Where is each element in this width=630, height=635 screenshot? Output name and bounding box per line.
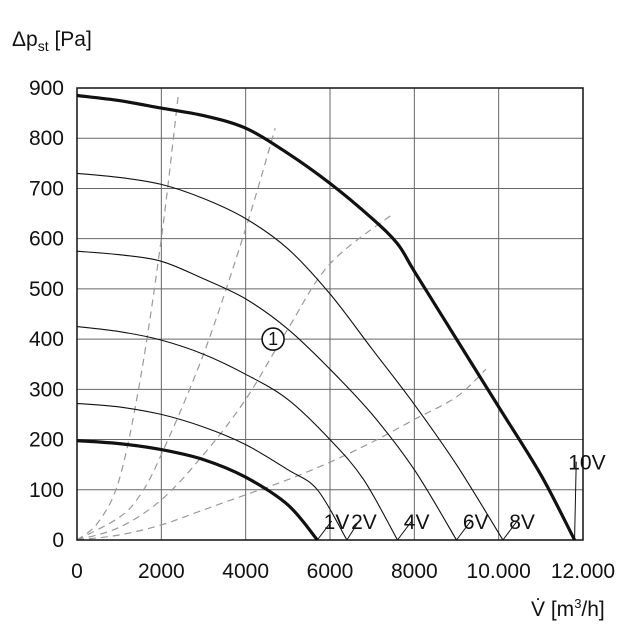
- y-tick-label: 0: [52, 529, 64, 552]
- y-tick-label: 500: [29, 278, 64, 301]
- x-tick-label: 0: [71, 560, 83, 583]
- curve-label-leader: [456, 520, 472, 541]
- tick-labels-layer: 0 2000 4000 6000 8000 10.000 12.000 0 100 200 300 4…: [29, 77, 615, 583]
- y-tick-label: 900: [29, 77, 64, 100]
- series-curve-4v: [76, 326, 398, 541]
- series-curve-2v: [76, 402, 348, 541]
- annotation-circle-marker: 1: [261, 327, 285, 351]
- curve-label-leader: [316, 520, 333, 541]
- y-tick-label: 600: [29, 228, 64, 251]
- curve-label-2v: 2V: [351, 511, 377, 534]
- y-tick-label: 200: [29, 429, 64, 452]
- series-curve-10v: [76, 93, 577, 541]
- series-curve-8v: [76, 172, 504, 541]
- y-tick-label: 300: [29, 378, 64, 401]
- series-curve-1v: [76, 439, 319, 542]
- y-tick-label: 800: [29, 127, 64, 150]
- y-axis-title: Δpst [Pa]: [12, 28, 92, 54]
- plot-frame: [76, 87, 584, 541]
- y-tick-label: 100: [29, 479, 64, 502]
- curve-label-leader: [397, 520, 413, 541]
- curve-label-leader: [346, 520, 360, 541]
- x-tick-label: 12.000: [551, 560, 615, 583]
- curve-labels-layer: 1V 2V 4V 6V 8V 10V: [316, 452, 606, 541]
- plot-frame-layer: [76, 87, 584, 541]
- system-curve-sc4: [76, 368, 487, 541]
- x-tick-label: 4000: [222, 560, 269, 583]
- series-curve-6v: [76, 250, 457, 541]
- x-tick-label: 8000: [391, 560, 438, 583]
- system-curve-sc1: [76, 95, 179, 541]
- curve-label-leader: [574, 461, 577, 541]
- curve-label-1v: 1V: [324, 511, 350, 534]
- curve-label-6v: 6V: [463, 511, 489, 534]
- curve-label-8v: 8V: [509, 511, 535, 534]
- curve-label-10v: 10V: [568, 452, 605, 475]
- system-curve-sc3: [76, 213, 394, 541]
- series-layer: [76, 93, 577, 542]
- x-tick-label: 10.000: [467, 560, 531, 583]
- curve-label-leader: [502, 520, 518, 541]
- grid-layer: [76, 87, 584, 541]
- system-curves-layer: [76, 95, 487, 541]
- annotation-number: 1: [268, 329, 278, 349]
- y-tick-label: 700: [29, 177, 64, 200]
- annotation-circle: [261, 327, 285, 351]
- system-curve-sc2: [76, 128, 276, 541]
- y-tick-label: 400: [29, 328, 64, 351]
- x-tick-label: 6000: [307, 560, 354, 583]
- x-tick-label: 2000: [138, 560, 185, 583]
- curve-label-4v: 4V: [404, 511, 430, 534]
- x-axis-title: V̇ [m3/h]: [531, 596, 605, 621]
